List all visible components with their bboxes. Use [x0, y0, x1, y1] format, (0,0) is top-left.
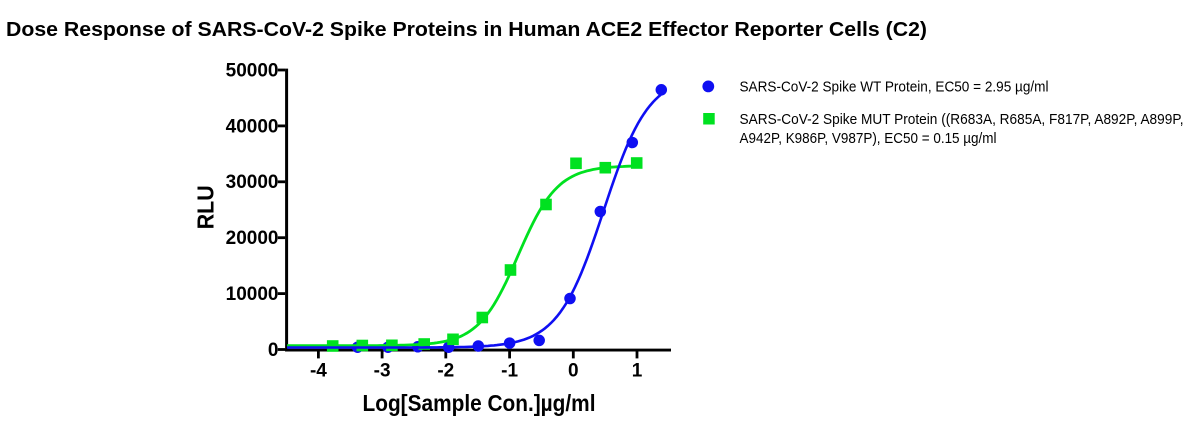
svg-text:SARS-CoV-2 Spike WT Protein, E: SARS-CoV-2 Spike WT Protein, EC50 = 2.95…	[740, 78, 1049, 95]
svg-text:20000: 20000	[226, 228, 279, 249]
svg-text:Log[Sample Con.]µg/ml: Log[Sample Con.]µg/ml	[363, 390, 596, 416]
svg-text:10000: 10000	[226, 284, 279, 305]
svg-text:-3: -3	[374, 361, 391, 382]
svg-text:0: 0	[268, 340, 279, 361]
svg-text:RLU: RLU	[192, 185, 218, 229]
svg-text:-1: -1	[501, 361, 518, 382]
svg-text:0: 0	[568, 361, 579, 382]
svg-text:-2: -2	[437, 361, 454, 382]
svg-text:A942P, K986P, V987P), EC50 = 0: A942P, K986P, V987P), EC50 = 0.15 µg/ml	[740, 130, 997, 147]
svg-text:Dose Response of SARS-CoV-2 Sp: Dose Response of SARS-CoV-2 Spike Protei…	[6, 19, 927, 41]
svg-text:1: 1	[632, 361, 643, 382]
svg-text:50000: 50000	[226, 60, 279, 81]
svg-text:40000: 40000	[226, 116, 279, 137]
svg-text:-4: -4	[310, 361, 327, 382]
svg-text:30000: 30000	[226, 172, 279, 193]
svg-text:SARS-CoV-2 Spike MUT Protein (: SARS-CoV-2 Spike MUT Protein ((R683A, R6…	[740, 111, 1184, 128]
